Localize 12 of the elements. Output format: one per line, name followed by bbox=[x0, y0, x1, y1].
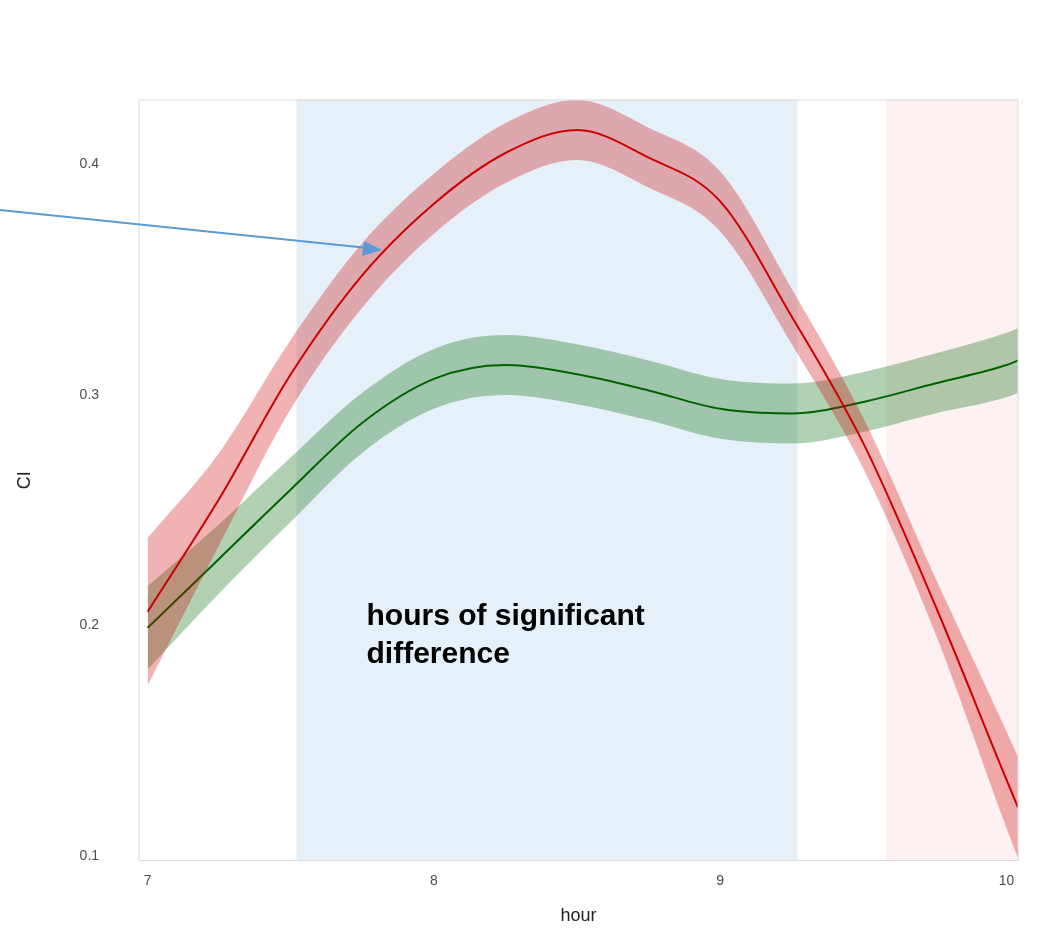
x-axis-title: hour bbox=[560, 905, 597, 926]
y-tick-label: 0.4 bbox=[79, 155, 100, 172]
x-tick-label: 8 bbox=[430, 871, 439, 888]
band-label: hours of significant difference bbox=[366, 598, 645, 670]
y-axis-title: CI bbox=[13, 471, 34, 490]
y-tick-label: 0.1 bbox=[79, 846, 100, 863]
x-tick-label: 9 bbox=[716, 871, 725, 888]
line-series bbox=[146, 359, 1018, 629]
y-tick-label: 0.2 bbox=[79, 616, 100, 633]
x-tick-label: 10 bbox=[998, 871, 1015, 888]
y-tick-label: 0.3 bbox=[79, 385, 100, 402]
x-tick-label: 7 bbox=[143, 871, 152, 888]
